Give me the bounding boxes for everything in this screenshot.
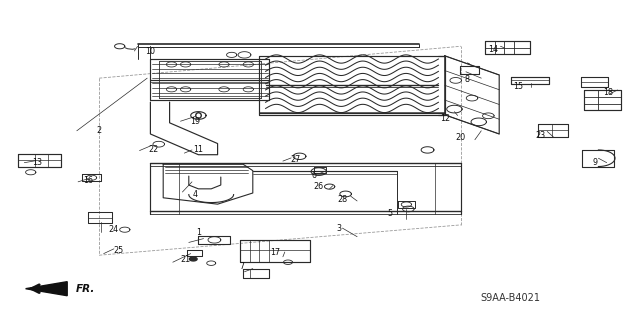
- Polygon shape: [189, 257, 197, 261]
- Text: 16: 16: [83, 176, 93, 185]
- Text: 17: 17: [270, 248, 280, 256]
- Text: 10: 10: [145, 47, 156, 56]
- Text: 3: 3: [337, 224, 342, 233]
- Text: FR.: FR.: [76, 284, 95, 294]
- Text: 14: 14: [488, 45, 498, 54]
- Text: 23: 23: [536, 131, 546, 140]
- Text: 18: 18: [603, 88, 613, 97]
- Text: 21: 21: [180, 256, 191, 264]
- Text: 26: 26: [314, 182, 324, 191]
- Text: 7: 7: [239, 262, 244, 271]
- Text: 13: 13: [32, 158, 42, 167]
- Text: 9: 9: [593, 158, 598, 167]
- Text: 12: 12: [440, 114, 450, 122]
- Text: 11: 11: [193, 145, 204, 154]
- Text: 15: 15: [513, 82, 524, 91]
- Text: 1: 1: [196, 228, 201, 237]
- Text: 20: 20: [456, 133, 466, 142]
- Text: 24: 24: [109, 225, 119, 234]
- Polygon shape: [26, 282, 67, 296]
- Text: 22: 22: [148, 145, 159, 154]
- Text: 2: 2: [97, 126, 102, 135]
- Text: 27: 27: [291, 155, 301, 164]
- Text: S9AA-B4021: S9AA-B4021: [480, 293, 540, 303]
- Text: 4: 4: [193, 190, 198, 199]
- Text: 5: 5: [388, 209, 393, 218]
- Text: 28: 28: [337, 195, 348, 204]
- Text: 6: 6: [311, 171, 316, 180]
- Text: 19: 19: [190, 117, 200, 126]
- Text: 8: 8: [465, 75, 470, 84]
- Text: 25: 25: [113, 246, 124, 255]
